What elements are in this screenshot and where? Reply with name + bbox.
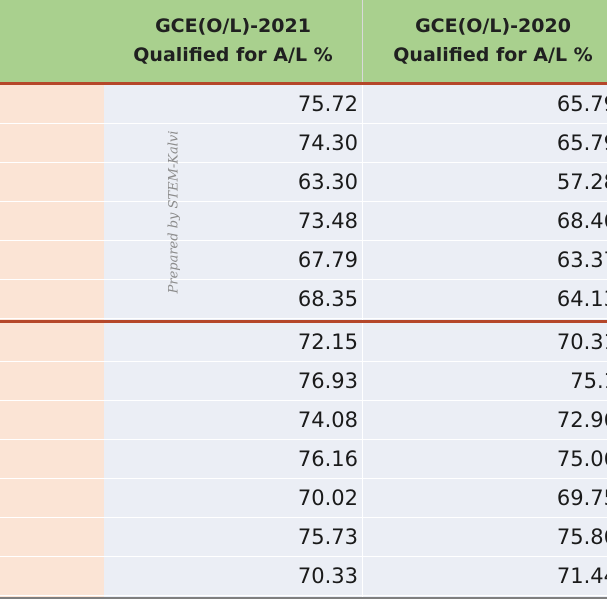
header-gce-2021: GCE(O/L)-2021 Qualified for A/L % — [104, 0, 363, 82]
cell-2020-value[interactable]: 65.79 — [556, 92, 607, 116]
cell-2021-value[interactable]: 67.79 — [297, 248, 358, 272]
table-row: 70.02 69.75 — [0, 479, 607, 518]
column-divider — [362, 82, 363, 597]
table-row: 68.35 64.13 — [0, 280, 607, 319]
cell-2021-value[interactable]: 70.02 — [297, 486, 358, 510]
cell-2021-value[interactable]: 74.30 — [297, 131, 358, 155]
cell-2020-value[interactable]: 65.79 — [556, 131, 607, 155]
table-row: 63.30 57.28 — [0, 163, 607, 202]
table-row: 75.72 65.79 — [0, 85, 607, 124]
cell-2021-value[interactable]: 68.35 — [297, 287, 358, 311]
table-row: 75.73 75.86 — [0, 518, 607, 557]
cell-2021-value[interactable]: 72.15 — [297, 330, 358, 354]
header-cell-blank — [0, 0, 105, 82]
cell-2020-value[interactable]: 57.28 — [556, 170, 607, 194]
cell-2020-value[interactable]: 70.31 — [556, 330, 607, 354]
table-row: 76.93 75.1 — [0, 362, 607, 401]
header-2021-line2: Qualified for A/L % — [133, 44, 333, 66]
cell-2020-value[interactable]: 71.44 — [556, 564, 607, 588]
cell-2020-value[interactable]: 72.96 — [556, 408, 607, 432]
cell-2020-value[interactable]: 68.46 — [556, 209, 607, 233]
table-row: 74.30 65.79 — [0, 124, 607, 163]
cell-2021-value[interactable]: 73.48 — [297, 209, 358, 233]
table-row: 72.15 70.31 — [0, 323, 607, 362]
header-2020-line2: Qualified for A/L % — [393, 44, 593, 66]
watermark-text: Prepared by STEM-Kalvi — [166, 130, 182, 294]
cell-2020-value[interactable]: 63.37 — [556, 248, 607, 272]
header-2021-line1: GCE(O/L)-2021 — [155, 15, 311, 37]
cell-2021-value[interactable]: 75.73 — [297, 525, 358, 549]
cell-2020-value[interactable]: 64.13 — [556, 287, 607, 311]
table-row: 76.16 75.06 — [0, 440, 607, 479]
cell-2021-value[interactable]: 70.33 — [297, 564, 358, 588]
cell-2020-value[interactable]: 69.75 — [556, 486, 607, 510]
cell-2020-value[interactable]: 75.1 — [570, 369, 607, 393]
table-row: 67.79 63.37 — [0, 241, 607, 280]
page-margin — [0, 599, 607, 607]
table-bottom-border — [0, 597, 607, 599]
table-row: 74.08 72.96 — [0, 401, 607, 440]
cell-2021-value[interactable]: 74.08 — [297, 408, 358, 432]
table-row: 73.48 68.46 — [0, 202, 607, 241]
label-column — [0, 82, 104, 597]
group-separator-line — [0, 320, 607, 323]
table-row: 70.33 71.44 — [0, 557, 607, 596]
data-area — [104, 82, 607, 597]
header-2020-line1: GCE(O/L)-2020 — [415, 15, 571, 37]
cell-2020-value[interactable]: 75.86 — [556, 525, 607, 549]
cell-2021-value[interactable]: 75.72 — [297, 92, 358, 116]
cell-2021-value[interactable]: 63.30 — [297, 170, 358, 194]
cell-2021-value[interactable]: 76.93 — [297, 369, 358, 393]
cell-2021-value[interactable]: 76.16 — [297, 447, 358, 471]
cell-2020-value[interactable]: 75.06 — [556, 447, 607, 471]
watermark: Prepared by STEM-Kalvi — [163, 120, 185, 305]
header-gce-2020: GCE(O/L)-2020 Qualified for A/L % — [363, 0, 607, 82]
header-separator-line — [0, 82, 607, 85]
